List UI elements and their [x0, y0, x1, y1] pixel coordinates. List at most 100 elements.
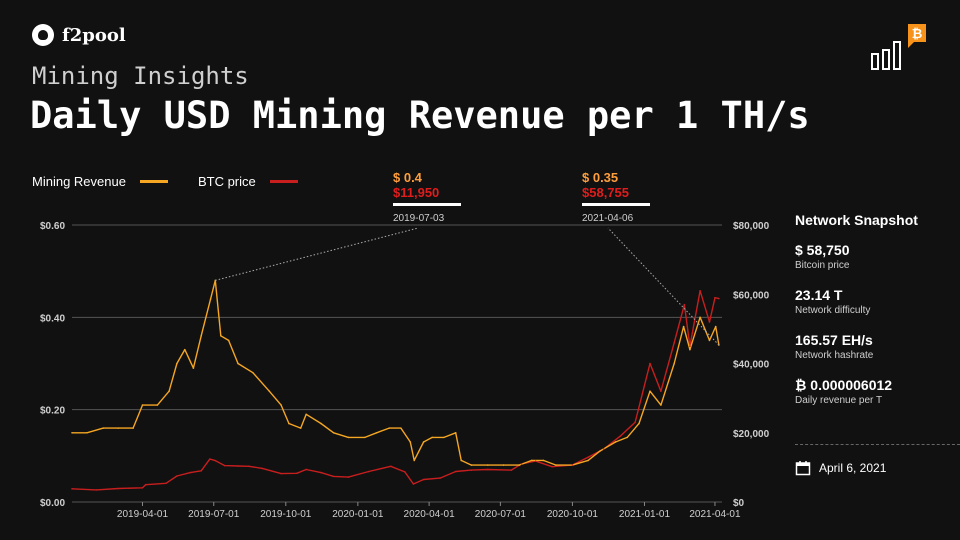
data-point-btc-price [439, 477, 441, 479]
y-right-tick-label: $80,000 [733, 221, 770, 232]
data-point-mining-revenue [364, 436, 366, 439]
data-point-mining-revenue [454, 431, 457, 434]
data-point-btc-price [141, 487, 144, 489]
data-point-btc-price [551, 465, 553, 468]
callout-latest-price: $58,755 [582, 185, 629, 200]
callout-peak-revenue: $ 0.4 [393, 170, 422, 185]
data-point-mining-revenue [305, 413, 307, 416]
data-point-mining-revenue [714, 325, 717, 328]
data-point-btc-price [295, 472, 298, 475]
stat-label: Bitcoin price [795, 260, 850, 271]
data-point-mining-revenue [156, 404, 159, 406]
data-point-mining-revenue [320, 422, 322, 425]
data-point-btc-price [619, 435, 621, 438]
data-point-btc-price [117, 487, 120, 490]
y-right-tick-label: $0 [733, 498, 745, 509]
x-tick-label: 2019-07-01 [188, 509, 240, 520]
chart-legend: Mining Revenue BTC price [32, 174, 328, 189]
data-point-btc-price [347, 476, 350, 478]
data-point-btc-price [209, 458, 211, 460]
data-point-btc-price [634, 421, 636, 424]
data-point-btc-price [708, 321, 711, 323]
data-point-mining-revenue [200, 335, 203, 337]
data-point-btc-price [144, 483, 147, 486]
data-point-mining-revenue [375, 431, 378, 434]
stat-value: ₿ 0.000006012 [795, 377, 893, 393]
stat-network-hashrate: 165.57 EH/s Network hashrate [795, 332, 945, 361]
data-point-btc-price [412, 483, 415, 485]
svg-text:₿: ₿ [912, 27, 923, 42]
data-point-btc-price [223, 464, 226, 467]
data-point-mining-revenue [132, 427, 134, 429]
data-point-btc-price [649, 362, 651, 365]
data-point-mining-revenue [689, 348, 691, 351]
y-left-tick-label: $0.00 [40, 498, 65, 509]
data-point-mining-revenue [555, 464, 557, 466]
data-point-mining-revenue [219, 335, 222, 337]
data-point-mining-revenue [660, 404, 662, 406]
data-point-btc-price [718, 297, 720, 300]
series-line-mining-revenue [72, 279, 720, 466]
data-point-btc-price [404, 471, 406, 473]
data-point-mining-revenue [268, 390, 271, 393]
data-point-mining-revenue [400, 427, 402, 429]
data-point-btc-price [587, 456, 589, 459]
data-point-mining-revenue [649, 390, 651, 393]
stat-value: 23.14 T [795, 287, 843, 303]
data-point-mining-revenue [71, 431, 73, 434]
data-point-btc-price [689, 345, 691, 347]
data-point-mining-revenue [280, 404, 282, 406]
data-point-mining-revenue [638, 422, 640, 425]
data-point-btc-price [214, 459, 217, 462]
data-point-btc-price [660, 390, 662, 393]
data-point-mining-revenue [183, 348, 186, 351]
data-point-btc-price [683, 303, 686, 306]
data-point-mining-revenue [487, 464, 489, 466]
data-point-mining-revenue [460, 459, 463, 462]
data-point-mining-revenue [502, 464, 505, 466]
data-point-btc-price [602, 448, 605, 450]
stat-network-difficulty: 23.14 T Network difficulty [795, 287, 945, 316]
data-point-mining-revenue [299, 427, 302, 429]
callout-latest: $ 0.35 $58,755 2021-04-06 [582, 170, 650, 226]
data-point-btc-price [487, 468, 489, 471]
data-point-mining-revenue [209, 298, 212, 300]
snapshot-date-text: April 6, 2021 [819, 461, 887, 475]
data-point-btc-price [534, 460, 537, 462]
callout-latest-revenue: $ 0.35 [582, 170, 619, 185]
callout-peak-price: $11,950 [393, 185, 440, 200]
data-point-btc-price [176, 475, 178, 477]
callout-peak-date: 2019-07-03 [393, 213, 445, 224]
data-point-mining-revenue [422, 441, 425, 443]
y-left-tick-label: $0.40 [40, 313, 65, 324]
data-point-mining-revenue [192, 367, 195, 369]
data-point-mining-revenue [431, 436, 434, 439]
x-tick-label: 2020-07-01 [475, 509, 527, 520]
data-point-mining-revenue [470, 464, 473, 466]
data-point-mining-revenue [587, 459, 589, 462]
data-point-btc-price [699, 289, 701, 292]
y-right-tick-label: $60,000 [733, 290, 770, 301]
data-point-btc-price [368, 470, 370, 473]
legend-label-revenue: Mining Revenue [32, 174, 126, 189]
stat-value: $ 58,750 [795, 242, 850, 258]
x-tick-label: 2021-04-01 [689, 509, 741, 520]
x-tick-label: 2020-10-01 [547, 509, 599, 520]
page-subtitle: Mining Insights [32, 62, 249, 90]
data-point-mining-revenue [288, 422, 290, 425]
callout-latest-date: 2021-04-06 [582, 213, 634, 224]
stat-label: Network hashrate [795, 350, 874, 361]
data-point-btc-price [237, 465, 239, 467]
data-point-btc-price [261, 467, 264, 470]
data-point-mining-revenue [141, 404, 144, 406]
f2pool-logo[interactable]: f2pool [32, 24, 126, 46]
data-point-btc-price [71, 488, 73, 490]
stat-bitcoin-price: $ 58,750 Bitcoin price [795, 242, 945, 271]
data-point-btc-price [95, 489, 98, 491]
snapshot-date: April 6, 2021 [795, 460, 886, 476]
calendar-icon [795, 461, 811, 476]
data-point-btc-price [200, 470, 203, 472]
data-point-mining-revenue [682, 325, 685, 328]
data-point-btc-price [320, 471, 322, 474]
